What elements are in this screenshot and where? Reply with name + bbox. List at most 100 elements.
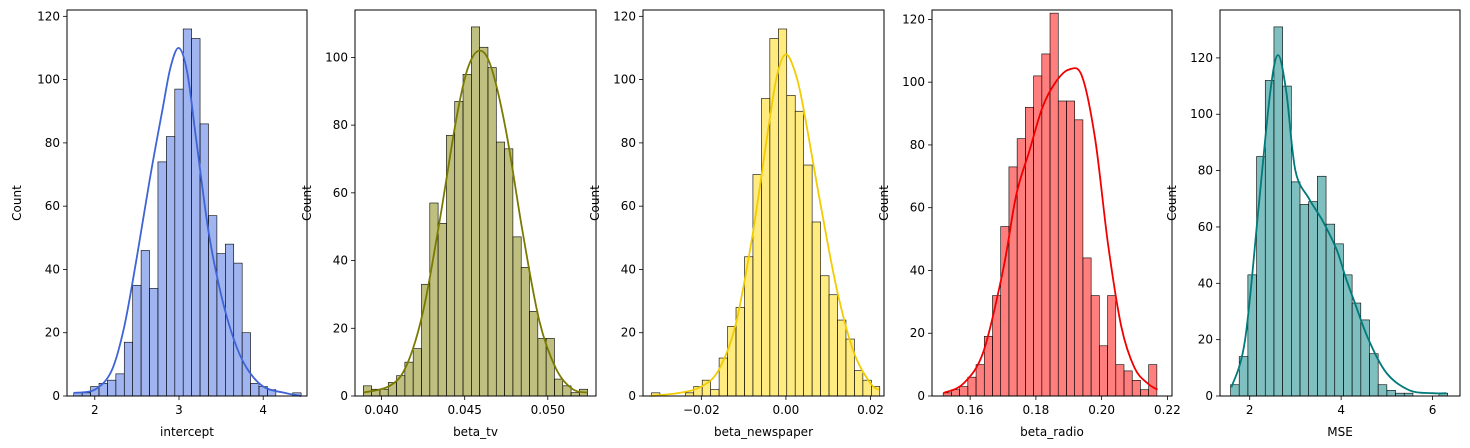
x-tick-label: 0.16 <box>957 403 984 417</box>
y-tick-label: 60 <box>910 201 925 215</box>
histogram-bar <box>529 311 539 397</box>
histogram-bar <box>487 67 497 397</box>
histogram-bar <box>1247 274 1257 397</box>
histogram-bar <box>149 288 159 397</box>
subplot-1: 0 20 40 60 80 100 120 2 3 4 intercept Count <box>10 9 308 439</box>
histogram-bar <box>115 373 125 397</box>
x-axis-label: MSE <box>1327 425 1353 439</box>
y-tick-label: 40 <box>1198 276 1213 290</box>
histogram-bar <box>554 378 564 397</box>
histogram-bar <box>1090 295 1100 397</box>
histogram-bar <box>1082 257 1092 397</box>
y-tick-label: 40 <box>45 262 60 276</box>
histogram-bar <box>777 28 788 397</box>
histogram-bar <box>837 319 847 397</box>
histogram-bar <box>250 383 260 397</box>
histogram-bar <box>437 223 447 397</box>
histogram-bar <box>967 376 977 397</box>
histogram-bar <box>225 243 235 397</box>
x-axis-label: beta_tv <box>453 425 498 439</box>
x-tick-label: 0.20 <box>1088 403 1115 417</box>
x-tick-label: 4 <box>1337 403 1345 417</box>
histogram-bar <box>216 253 226 397</box>
y-tick-label: 100 <box>325 50 348 64</box>
histogram-bar <box>811 221 821 397</box>
histogram-bar <box>1308 201 1318 397</box>
y-tick-label: 0 <box>340 389 348 403</box>
histogram-bar <box>1131 380 1141 397</box>
y-axis-label: Count <box>588 185 602 221</box>
histogram-bar <box>1008 166 1018 397</box>
y-tick-label: 60 <box>1198 220 1213 234</box>
histogram-bar <box>462 74 472 397</box>
y-tick-label: 0 <box>1205 389 1213 403</box>
histogram-bar <box>1066 100 1075 397</box>
histogram-bar <box>512 236 522 397</box>
x-tick-label: 2 <box>1246 403 1254 417</box>
axes-frame <box>66 9 308 397</box>
histogram-bar <box>975 364 985 397</box>
y-tick-label: 20 <box>333 321 348 335</box>
histogram-bar <box>379 388 389 397</box>
x-tick-label: 0.18 <box>1023 403 1050 417</box>
histogram-bar <box>157 161 167 397</box>
histogram-bar <box>123 341 133 397</box>
kde-curve <box>1230 54 1447 395</box>
y-tick-label: 100 <box>37 73 60 87</box>
histogram-bar <box>718 357 728 397</box>
y-tick-label: 60 <box>333 186 348 200</box>
histogram-bar <box>1123 370 1133 397</box>
histogram-bar <box>959 386 969 397</box>
x-tick-label: −0.02 <box>683 403 720 417</box>
subplot-5: 0 20 40 60 80 100 120 2 4 6 MSE Count <box>1165 9 1461 439</box>
kde-curve <box>363 49 588 394</box>
x-tick-label: 0.00 <box>773 403 800 417</box>
histogram-bar <box>1057 100 1067 397</box>
y-tick-label: 20 <box>1198 333 1213 347</box>
x-tick-label: 6 <box>1429 403 1437 417</box>
y-tick-label: 80 <box>333 118 348 132</box>
x-tick-label: 0.040 <box>364 403 398 417</box>
x-tick-label: 3 <box>175 403 183 417</box>
y-tick-label: 80 <box>910 138 925 152</box>
histogram-bar <box>520 267 530 397</box>
histogram-bar <box>1099 345 1108 397</box>
kde-curve <box>943 67 1158 394</box>
y-tick-label: 120 <box>1190 51 1213 65</box>
histogram-bar <box>854 370 864 397</box>
histogram-bar <box>537 338 547 397</box>
histogram-bar <box>820 275 830 397</box>
y-tick-label: 120 <box>37 9 60 23</box>
y-tick-label: 0 <box>52 389 60 403</box>
histogram-bar <box>233 262 243 397</box>
y-axis-label: Count <box>300 185 314 221</box>
histogram-bar <box>1386 390 1396 397</box>
kde-curve <box>650 53 880 397</box>
histogram-bar <box>412 348 422 397</box>
y-tick-label: 40 <box>621 262 636 276</box>
histogram-bar <box>479 46 489 397</box>
histogram-bar <box>471 26 480 397</box>
histogram-bar <box>504 148 514 397</box>
histogram-bar <box>1148 364 1158 397</box>
subplot-4: 0 20 40 60 80 100 120 0.16 0.18 0.20 0.22 beta_radi… <box>877 9 1181 439</box>
y-tick-label: 20 <box>45 326 60 340</box>
y-tick-label: 100 <box>902 75 925 89</box>
histogram-bar <box>1317 175 1327 397</box>
y-tick-label: 100 <box>1190 107 1213 121</box>
histogram-bar <box>1291 181 1301 397</box>
histogram-bar <box>166 136 176 397</box>
histogram-bar <box>1369 353 1379 397</box>
histogram-bar <box>1299 204 1309 397</box>
histogram-bar <box>1325 223 1336 397</box>
y-tick-label: 80 <box>621 136 636 150</box>
y-tick-label: 40 <box>910 263 925 277</box>
axes-frame <box>931 9 1173 397</box>
histogram-bar <box>199 123 209 397</box>
histogram-bar <box>107 379 117 397</box>
x-axis-label: beta_radio <box>1020 425 1084 439</box>
y-tick-label: 100 <box>613 73 636 87</box>
histogram-bar <box>1115 364 1125 397</box>
histogram-bar <box>140 250 150 397</box>
